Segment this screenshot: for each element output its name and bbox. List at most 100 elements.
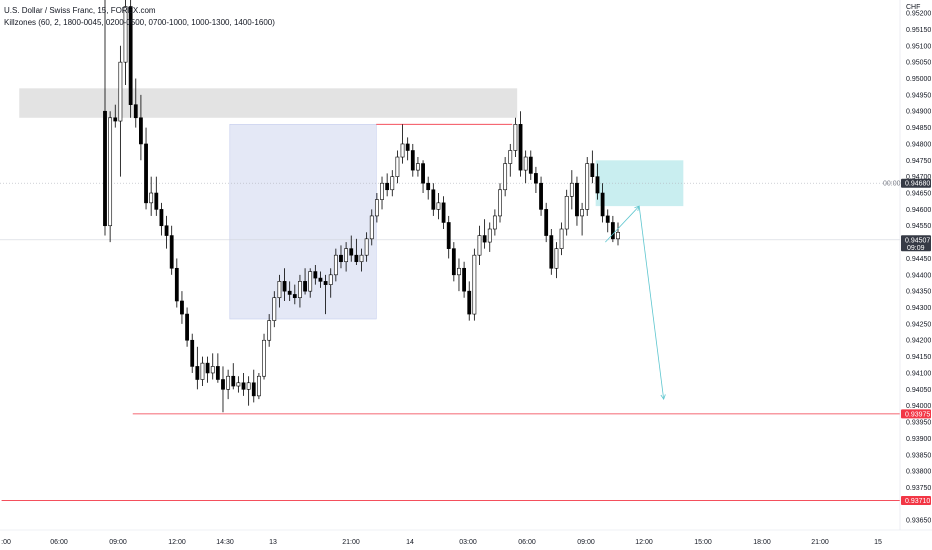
level-price-tag bbox=[901, 409, 931, 419]
candle-body bbox=[605, 215, 610, 223]
candle-body bbox=[410, 150, 415, 171]
price-tick-label: 0.94100 bbox=[906, 370, 931, 377]
candle-body bbox=[585, 163, 590, 210]
candle-body bbox=[395, 156, 400, 177]
time-tick-label: 21:00 bbox=[811, 539, 829, 546]
price-tick-label: 0.94250 bbox=[906, 321, 931, 328]
price-tick-label: 0.94400 bbox=[906, 272, 931, 279]
candle-body bbox=[528, 156, 533, 174]
candle-body bbox=[421, 163, 425, 184]
projection-arrowhead bbox=[634, 205, 640, 212]
candle-body bbox=[303, 281, 307, 292]
candle-body bbox=[359, 254, 364, 263]
candle-body bbox=[451, 248, 456, 276]
currency-label: CHF bbox=[906, 4, 920, 11]
candle-body bbox=[369, 215, 374, 240]
candle-body bbox=[292, 294, 297, 299]
current-price-tag-text: 0.94507 bbox=[905, 237, 930, 244]
candle-body bbox=[590, 163, 595, 177]
candle-body bbox=[523, 156, 528, 171]
price-tick-label: 0.95050 bbox=[906, 60, 931, 67]
candle-body bbox=[133, 104, 138, 119]
price-tick-label: 0.94000 bbox=[906, 403, 931, 410]
candle-body bbox=[477, 235, 482, 256]
price-tick-label: 0.94950 bbox=[906, 92, 931, 99]
candle-body bbox=[262, 339, 266, 377]
candle-body bbox=[462, 267, 467, 292]
candle-body bbox=[298, 281, 302, 299]
price-tick-label: 0.93950 bbox=[906, 420, 931, 427]
price-tick-label: 0.93900 bbox=[906, 436, 931, 443]
price-tick-label: 0.95100 bbox=[906, 43, 931, 50]
time-tick-label: 15 bbox=[874, 539, 882, 546]
time-tick-label: 12:00 bbox=[635, 539, 653, 546]
projection-arrowhead bbox=[660, 394, 666, 401]
candle-body bbox=[457, 267, 461, 276]
candle-body bbox=[441, 202, 446, 223]
candle-body bbox=[467, 290, 472, 315]
candle-body bbox=[164, 225, 169, 236]
candle-body bbox=[431, 189, 436, 210]
time-tick-label: 06:00 bbox=[50, 539, 68, 546]
candle-body bbox=[318, 277, 323, 282]
time-tick-label: 03:00 bbox=[459, 539, 477, 546]
candle-body bbox=[436, 202, 441, 210]
candle-body bbox=[564, 195, 569, 230]
candle-body bbox=[123, 6, 128, 63]
candle-body bbox=[333, 254, 338, 276]
chart-legend: U.S. Dollar / Swiss Franc, 15, FOREX.com… bbox=[4, 5, 275, 29]
price-tick-label: 0.94900 bbox=[906, 109, 931, 116]
projection-arrow bbox=[605, 205, 640, 243]
candle-body bbox=[446, 222, 451, 249]
time-tick-label: 14 bbox=[406, 539, 414, 546]
candle-body bbox=[600, 192, 605, 217]
candle-body bbox=[251, 382, 256, 397]
candle-body bbox=[210, 366, 215, 374]
candle-body bbox=[534, 173, 538, 184]
candle-body bbox=[518, 124, 523, 171]
time-tick-label: 09:00 bbox=[577, 539, 595, 546]
candle-body bbox=[174, 267, 179, 302]
time-tick-label: 06:00 bbox=[518, 539, 536, 546]
price-axis bbox=[900, 0, 932, 550]
price-tick-label: 0.93650 bbox=[906, 518, 931, 525]
candle-body bbox=[236, 382, 241, 387]
candle-body bbox=[385, 182, 390, 191]
projection-arrow bbox=[638, 206, 665, 400]
time-tick-label: 18:00 bbox=[753, 539, 771, 546]
candle-body bbox=[482, 235, 487, 243]
candle-body bbox=[492, 215, 497, 230]
price-tick-label: 0.94850 bbox=[906, 125, 931, 132]
candle-body bbox=[154, 192, 159, 210]
candle-body bbox=[185, 313, 189, 341]
candle-body bbox=[374, 199, 379, 217]
price-tick-label: 0.93750 bbox=[906, 485, 931, 492]
candle-body bbox=[575, 182, 579, 217]
time-tick-label: 09:00 bbox=[109, 539, 127, 546]
candle-body bbox=[416, 163, 420, 171]
candle-body bbox=[549, 235, 554, 269]
candle-body bbox=[200, 362, 205, 380]
candle-body bbox=[205, 362, 210, 374]
price-tick-label: 0.94450 bbox=[906, 256, 931, 263]
price-tick-label: 0.93850 bbox=[906, 452, 931, 459]
candle-body bbox=[344, 248, 349, 263]
price-tick-label: 0.94700 bbox=[906, 174, 931, 181]
candle-body bbox=[554, 248, 559, 269]
candle-body bbox=[472, 254, 477, 315]
candle-body bbox=[190, 339, 195, 367]
candle-body bbox=[144, 143, 148, 204]
candle-body bbox=[180, 300, 184, 315]
candle-body bbox=[256, 375, 261, 397]
candle-body bbox=[400, 143, 405, 158]
candle-body bbox=[508, 150, 513, 164]
current-price-tag bbox=[901, 235, 931, 252]
current-price-tag-countdown: 09:09 bbox=[907, 245, 925, 252]
candle-body bbox=[195, 366, 200, 380]
candle-body bbox=[169, 235, 174, 269]
candle-body bbox=[118, 61, 123, 122]
candle-body bbox=[108, 117, 113, 227]
candle-body bbox=[323, 281, 328, 285]
price-tick-label: 0.94600 bbox=[906, 207, 931, 214]
